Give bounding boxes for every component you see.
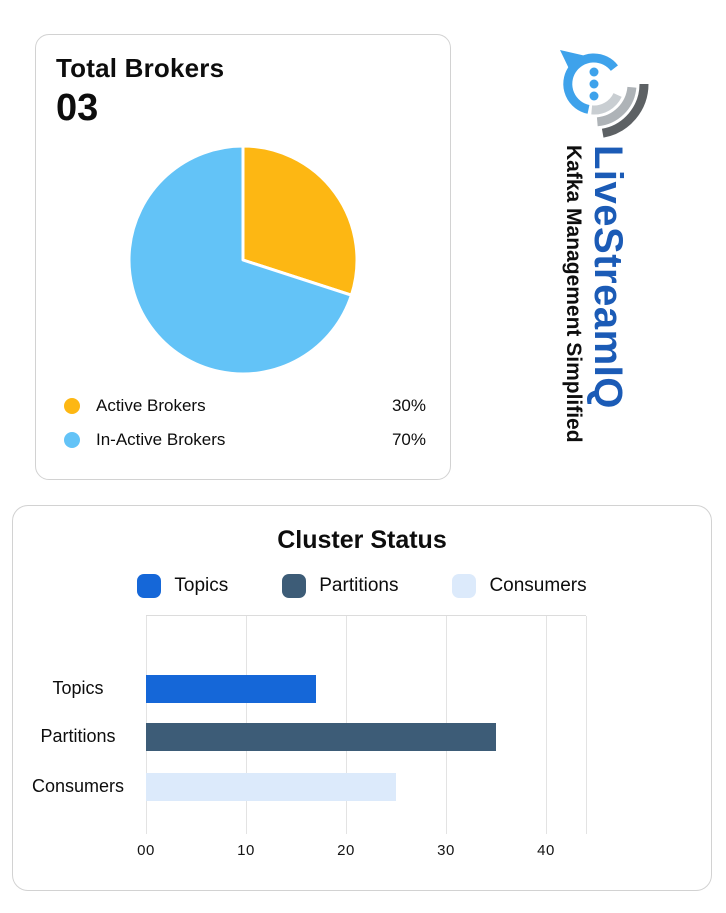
logo-dot-icon	[589, 79, 599, 89]
total-brokers-card: Total Brokers 03 Active Brokers 30% In-Act…	[35, 34, 451, 480]
brand-tagline-text: Kafka Management Simplified	[562, 145, 585, 443]
category-label-topics: Topics	[52, 678, 104, 698]
cluster-bar-chart: 00 10 20 30 40	[137, 615, 587, 859]
brokers-card-title: Total Brokers	[56, 53, 225, 83]
cluster-legend-item-consumers[interactable]: Consumers	[452, 574, 587, 598]
logo-sound-arc-middle	[596, 86, 637, 127]
brokers-pie-wrap	[56, 142, 430, 378]
cluster-legend-item-topics[interactable]: Topics	[137, 574, 228, 598]
legend-chip-icon	[452, 574, 477, 598]
plot-right-border	[586, 616, 587, 834]
bar-consumers	[146, 773, 396, 801]
logo-sound-arc-outer	[601, 83, 649, 138]
x-axis-tick-label: 10	[237, 842, 255, 859]
legend-label: Active Brokers	[96, 396, 206, 415]
brokers-count-value: 03	[56, 87, 99, 129]
brand-wordmark: LiveStreamIQ Kafka Management Simplified	[557, 145, 630, 475]
legend-chip-icon	[282, 574, 307, 598]
cluster-legend-item-partitions[interactable]: Partitions	[282, 574, 398, 598]
legend-dot-icon	[64, 398, 80, 414]
gridline	[546, 616, 547, 834]
x-axis-tick-label: 00	[137, 842, 155, 859]
brokers-pie-legend: Active Brokers 30% In-Active Brokers 70%	[56, 396, 430, 450]
category-label-consumers: Consumers	[31, 776, 125, 796]
legend-label: Topics	[174, 575, 229, 596]
logo-dot-icon	[589, 91, 599, 101]
legend-chip-icon	[137, 574, 162, 598]
legend-value: 30%	[391, 396, 426, 415]
legend-label: Partitions	[319, 575, 399, 596]
pie-slice-in-active-brokers	[127, 144, 353, 376]
bar-partitions	[146, 723, 496, 751]
logo-sound-arc-inner	[591, 92, 622, 115]
cluster-chart-area: Topics Partitions Consumers 00 10 20 30 40	[13, 615, 711, 865]
brokers-pie-chart	[127, 144, 359, 376]
pie-legend-item[interactable]: In-Active Brokers 70%	[64, 430, 426, 450]
pie-legend-item[interactable]: Active Brokers 30%	[64, 396, 426, 416]
x-axis-tick-label: 40	[537, 842, 555, 859]
legend-label: In-Active Brokers	[96, 430, 226, 449]
category-axis-labels: Topics Partitions Consumers	[13, 615, 143, 833]
legend-label: Consumers	[489, 575, 587, 596]
cluster-status-card: Cluster Status Topics Partitions Consumers…	[12, 505, 712, 891]
logo-dot-icon	[589, 67, 599, 77]
legend-value: 70%	[391, 430, 426, 449]
cluster-chart-legend: Topics Partitions Consumers	[13, 571, 711, 601]
brand-logo-icon	[560, 50, 649, 138]
cluster-card-title: Cluster Status	[277, 526, 447, 554]
category-label-partitions: Partitions	[40, 726, 116, 746]
pie-slice-active-brokers	[241, 144, 359, 297]
bar-topics	[146, 675, 316, 703]
x-axis-tick-label: 20	[337, 842, 355, 859]
legend-dot-icon	[64, 432, 80, 448]
logo-bubble-tail	[560, 50, 586, 75]
brand-name-text: LiveStreamIQ	[586, 145, 630, 409]
x-axis-tick-label: 30	[437, 842, 455, 859]
